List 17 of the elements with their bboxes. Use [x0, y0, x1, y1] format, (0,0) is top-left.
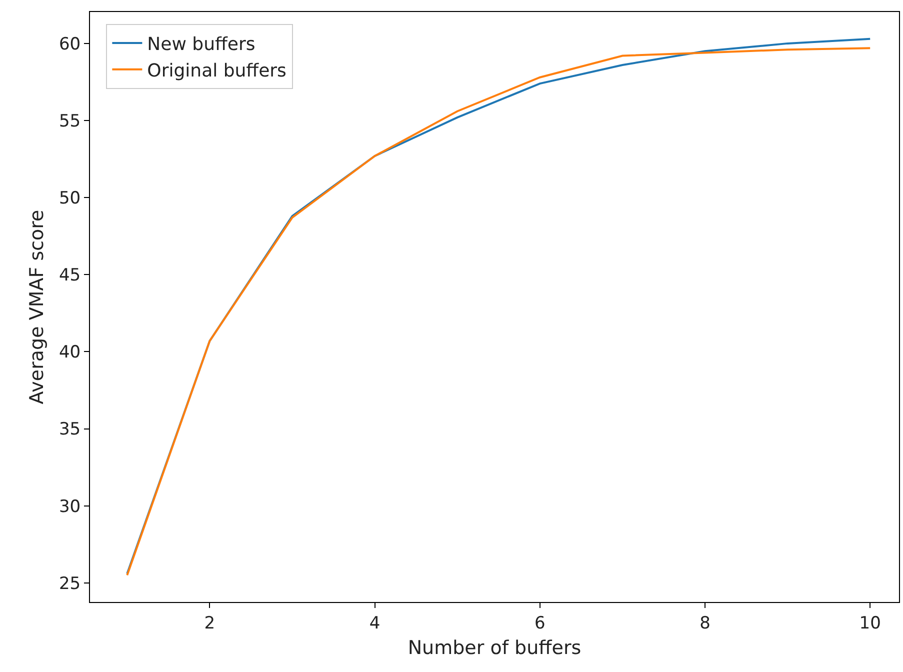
x-tick-label: 4 — [369, 613, 380, 634]
y-tick-label: 50 — [58, 188, 81, 209]
x-tick-label: 2 — [204, 613, 216, 634]
x-tick-label: 6 — [534, 613, 546, 634]
y-axis-title: Average VMAF score — [26, 210, 48, 404]
x-tick-label: 8 — [700, 613, 710, 634]
x-tick-label: 10 — [859, 613, 881, 634]
legend-label: New buffers — [147, 34, 256, 56]
y-tick-label: 60 — [58, 34, 81, 54]
y-tick-label: 40 — [58, 342, 81, 363]
x-axis-title: Number of buffers — [408, 637, 582, 660]
y-tick-label: 30 — [58, 496, 81, 517]
y-tick-label: 55 — [58, 111, 81, 132]
legend-label: Original buffers — [147, 60, 286, 82]
y-tick-label: 45 — [58, 266, 81, 286]
y-tick-label: 25 — [58, 574, 81, 594]
y-tick-label: 35 — [58, 420, 81, 440]
